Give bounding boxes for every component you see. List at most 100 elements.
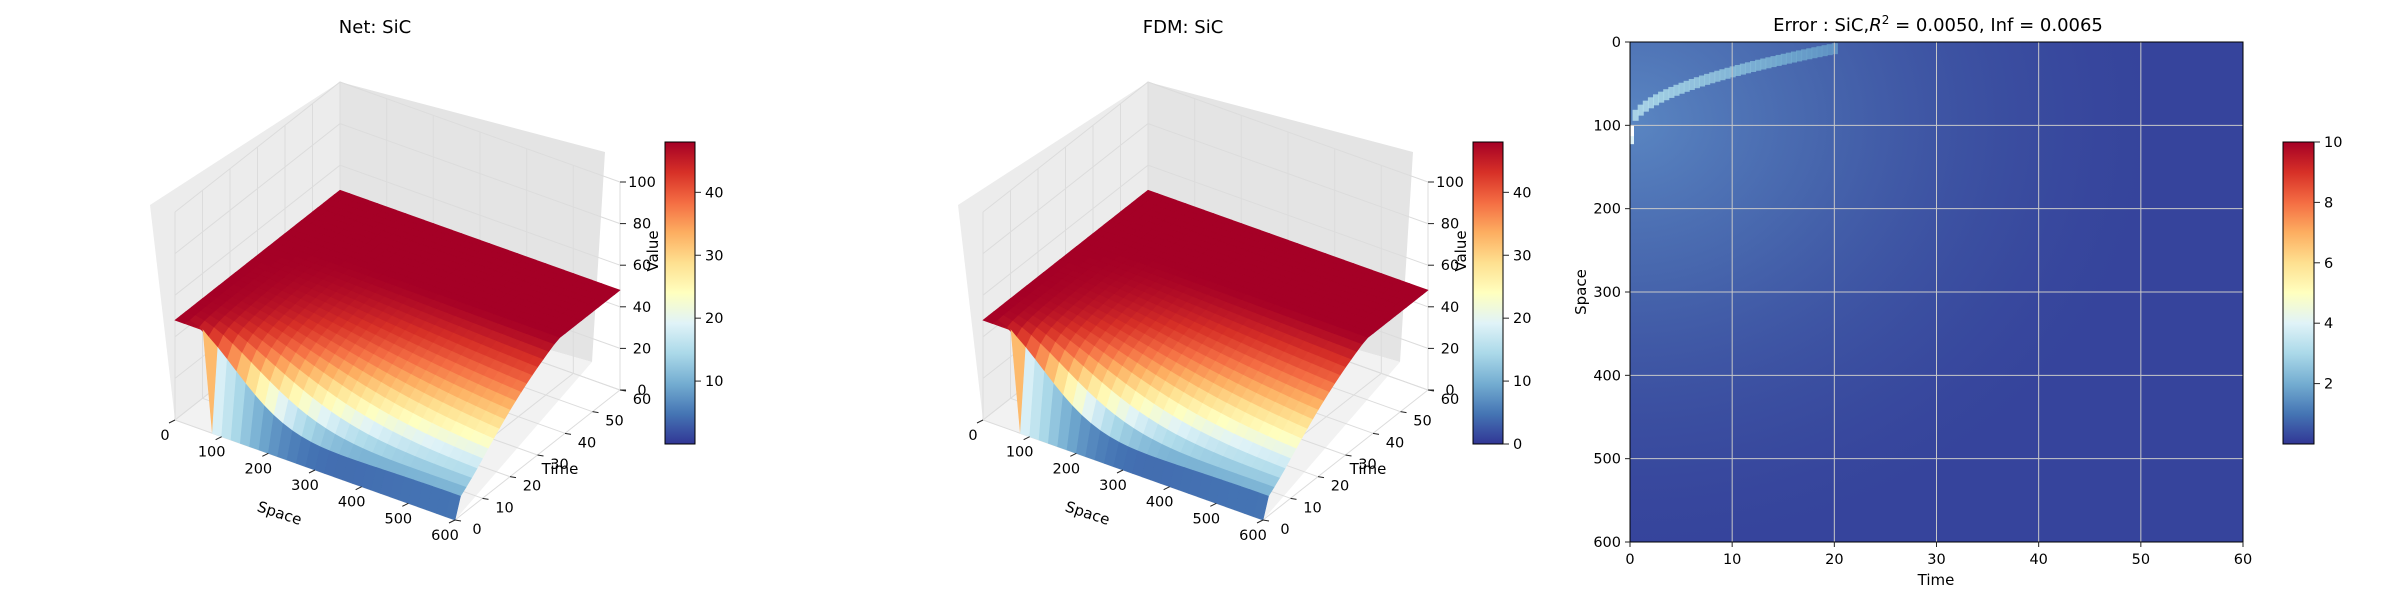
z-tick-label: 100 bbox=[628, 175, 656, 191]
fdm-x-axis-label: Space bbox=[1063, 498, 1112, 529]
y-tick-label: 40 bbox=[1386, 435, 1404, 451]
x-tick-mark bbox=[1116, 469, 1124, 474]
colorbar-tick-label: 20 bbox=[705, 311, 723, 327]
fdm-colorbar-ticks: 0 10 20 30 40 bbox=[1503, 185, 1531, 453]
error-front-cell bbox=[1801, 49, 1808, 61]
z-gridline bbox=[982, 123, 1429, 254]
net-plot-title: Net: SiC bbox=[339, 17, 411, 38]
error-front-cell bbox=[1729, 66, 1736, 78]
y-tick-label: 20 bbox=[523, 479, 541, 495]
x-tick-mark bbox=[1070, 452, 1077, 457]
colorbar-tick-label: 40 bbox=[1513, 185, 1531, 201]
error-front-cell bbox=[1652, 94, 1660, 106]
y-tick-label: 50 bbox=[1413, 414, 1431, 430]
error-front-cell bbox=[1790, 51, 1798, 63]
y-tick-mark bbox=[1290, 497, 1297, 500]
fdm-pane-left bbox=[958, 82, 1148, 420]
y-tick-label: 30 bbox=[1358, 457, 1376, 473]
error-front-cell bbox=[1688, 78, 1695, 90]
error-front-cell bbox=[1775, 54, 1782, 66]
y-tick-mark bbox=[1400, 411, 1407, 414]
error-title-prefix: Error : SiC, bbox=[1773, 15, 1869, 36]
fdm-plot-title: FDM: SiC bbox=[1143, 17, 1224, 38]
error-front-cell bbox=[1693, 77, 1700, 89]
fdm-surface-mesh bbox=[982, 189, 1429, 521]
x-tick-label: 200 bbox=[1052, 461, 1080, 477]
fdm-z-axis-label: Value bbox=[1452, 230, 1470, 271]
colorbar-tick-label: 40 bbox=[705, 185, 723, 201]
x-tick-label: 600 bbox=[431, 528, 459, 544]
net-colorbar-gradient bbox=[664, 141, 696, 445]
x-tick-label: 500 bbox=[1192, 511, 1220, 527]
error-front-cell bbox=[1683, 80, 1690, 92]
y-tick-label: 0 bbox=[1280, 522, 1289, 538]
x-tick-label: 400 bbox=[338, 495, 366, 511]
z-gridline bbox=[982, 81, 1429, 213]
net-colorbar: 10 20 30 40 bbox=[664, 141, 723, 445]
heatmap-x-tick-label: 40 bbox=[2029, 552, 2047, 568]
z-tick-label: 0 bbox=[637, 383, 646, 399]
y-tick-label: 60 bbox=[633, 392, 651, 408]
error-front-cell bbox=[1750, 61, 1757, 73]
x-tick-label: 300 bbox=[1099, 478, 1127, 494]
error-front-cell bbox=[1658, 91, 1665, 103]
error-peak-cell bbox=[1630, 136, 1634, 145]
error-front-cell bbox=[1760, 58, 1767, 70]
heatmap-x-tick-label: 0 bbox=[1625, 552, 1634, 568]
net-surface-mesh bbox=[174, 189, 621, 521]
y-tick-mark bbox=[454, 519, 462, 522]
heatmap-x-tick-label: 50 bbox=[2132, 552, 2150, 568]
z-tick-label: 0 bbox=[1445, 383, 1454, 399]
error-title-r: R bbox=[1869, 15, 1882, 36]
error-title-sup: 2 bbox=[1882, 13, 1890, 27]
colorbar-tick-label: 10 bbox=[1513, 374, 1531, 390]
y-tick-mark bbox=[564, 432, 572, 435]
y-tick-mark bbox=[592, 411, 599, 414]
error-y-axis-label: Space bbox=[1572, 269, 1590, 315]
colorbar-tick-label: 30 bbox=[705, 248, 723, 264]
error-colorbar-ticks: 2 4 6 8 10 bbox=[2314, 135, 2342, 393]
x-tick-label: 600 bbox=[1239, 528, 1267, 544]
x-tick-mark bbox=[262, 452, 269, 457]
y-tick-mark bbox=[1317, 476, 1325, 479]
y-tick-mark bbox=[1345, 454, 1352, 457]
z-tick-label: 20 bbox=[633, 341, 651, 357]
x-tick-mark bbox=[355, 486, 362, 491]
y-tick-label: 10 bbox=[495, 500, 513, 516]
colorbar-tick-label: 0 bbox=[1513, 437, 1522, 453]
error-heatmap-gridlines bbox=[1630, 42, 2243, 542]
error-front-cell bbox=[1811, 47, 1818, 59]
error-front-cell bbox=[1765, 57, 1772, 69]
heatmap-y-tick-label: 200 bbox=[1593, 202, 1621, 218]
z-gridline bbox=[174, 81, 621, 213]
x-tick-mark bbox=[1023, 436, 1030, 441]
error-front-cell bbox=[1709, 72, 1716, 84]
z-tick-label: 40 bbox=[633, 300, 651, 316]
colorbar-tick-label: 20 bbox=[1513, 311, 1531, 327]
heatmap-colorbar-tick-label: 10 bbox=[2324, 135, 2342, 151]
z-gridline bbox=[174, 164, 621, 296]
x-tick-mark bbox=[1256, 519, 1264, 524]
error-peak-cell bbox=[1630, 125, 1634, 140]
x-tick-label: 300 bbox=[291, 478, 319, 494]
error-front-cell bbox=[1744, 62, 1752, 74]
x-tick-mark bbox=[308, 469, 316, 474]
y-tick-label: 30 bbox=[550, 457, 568, 473]
z-tick-label: 80 bbox=[1441, 217, 1459, 233]
z-tick-label: 80 bbox=[633, 217, 651, 233]
heatmap-y-tick-label: 0 bbox=[1612, 35, 1621, 51]
error-front-cell bbox=[1637, 104, 1644, 116]
heatmap-x-tick-label: 20 bbox=[1825, 552, 1843, 568]
surface-facet bbox=[445, 492, 461, 521]
error-front-cell bbox=[1739, 63, 1746, 75]
z-gridline bbox=[174, 123, 621, 254]
z-tick-label: 60 bbox=[633, 258, 651, 274]
x-tick-label: 200 bbox=[244, 461, 272, 477]
error-front-cell bbox=[1816, 46, 1823, 58]
error-front-cell bbox=[1770, 56, 1777, 68]
